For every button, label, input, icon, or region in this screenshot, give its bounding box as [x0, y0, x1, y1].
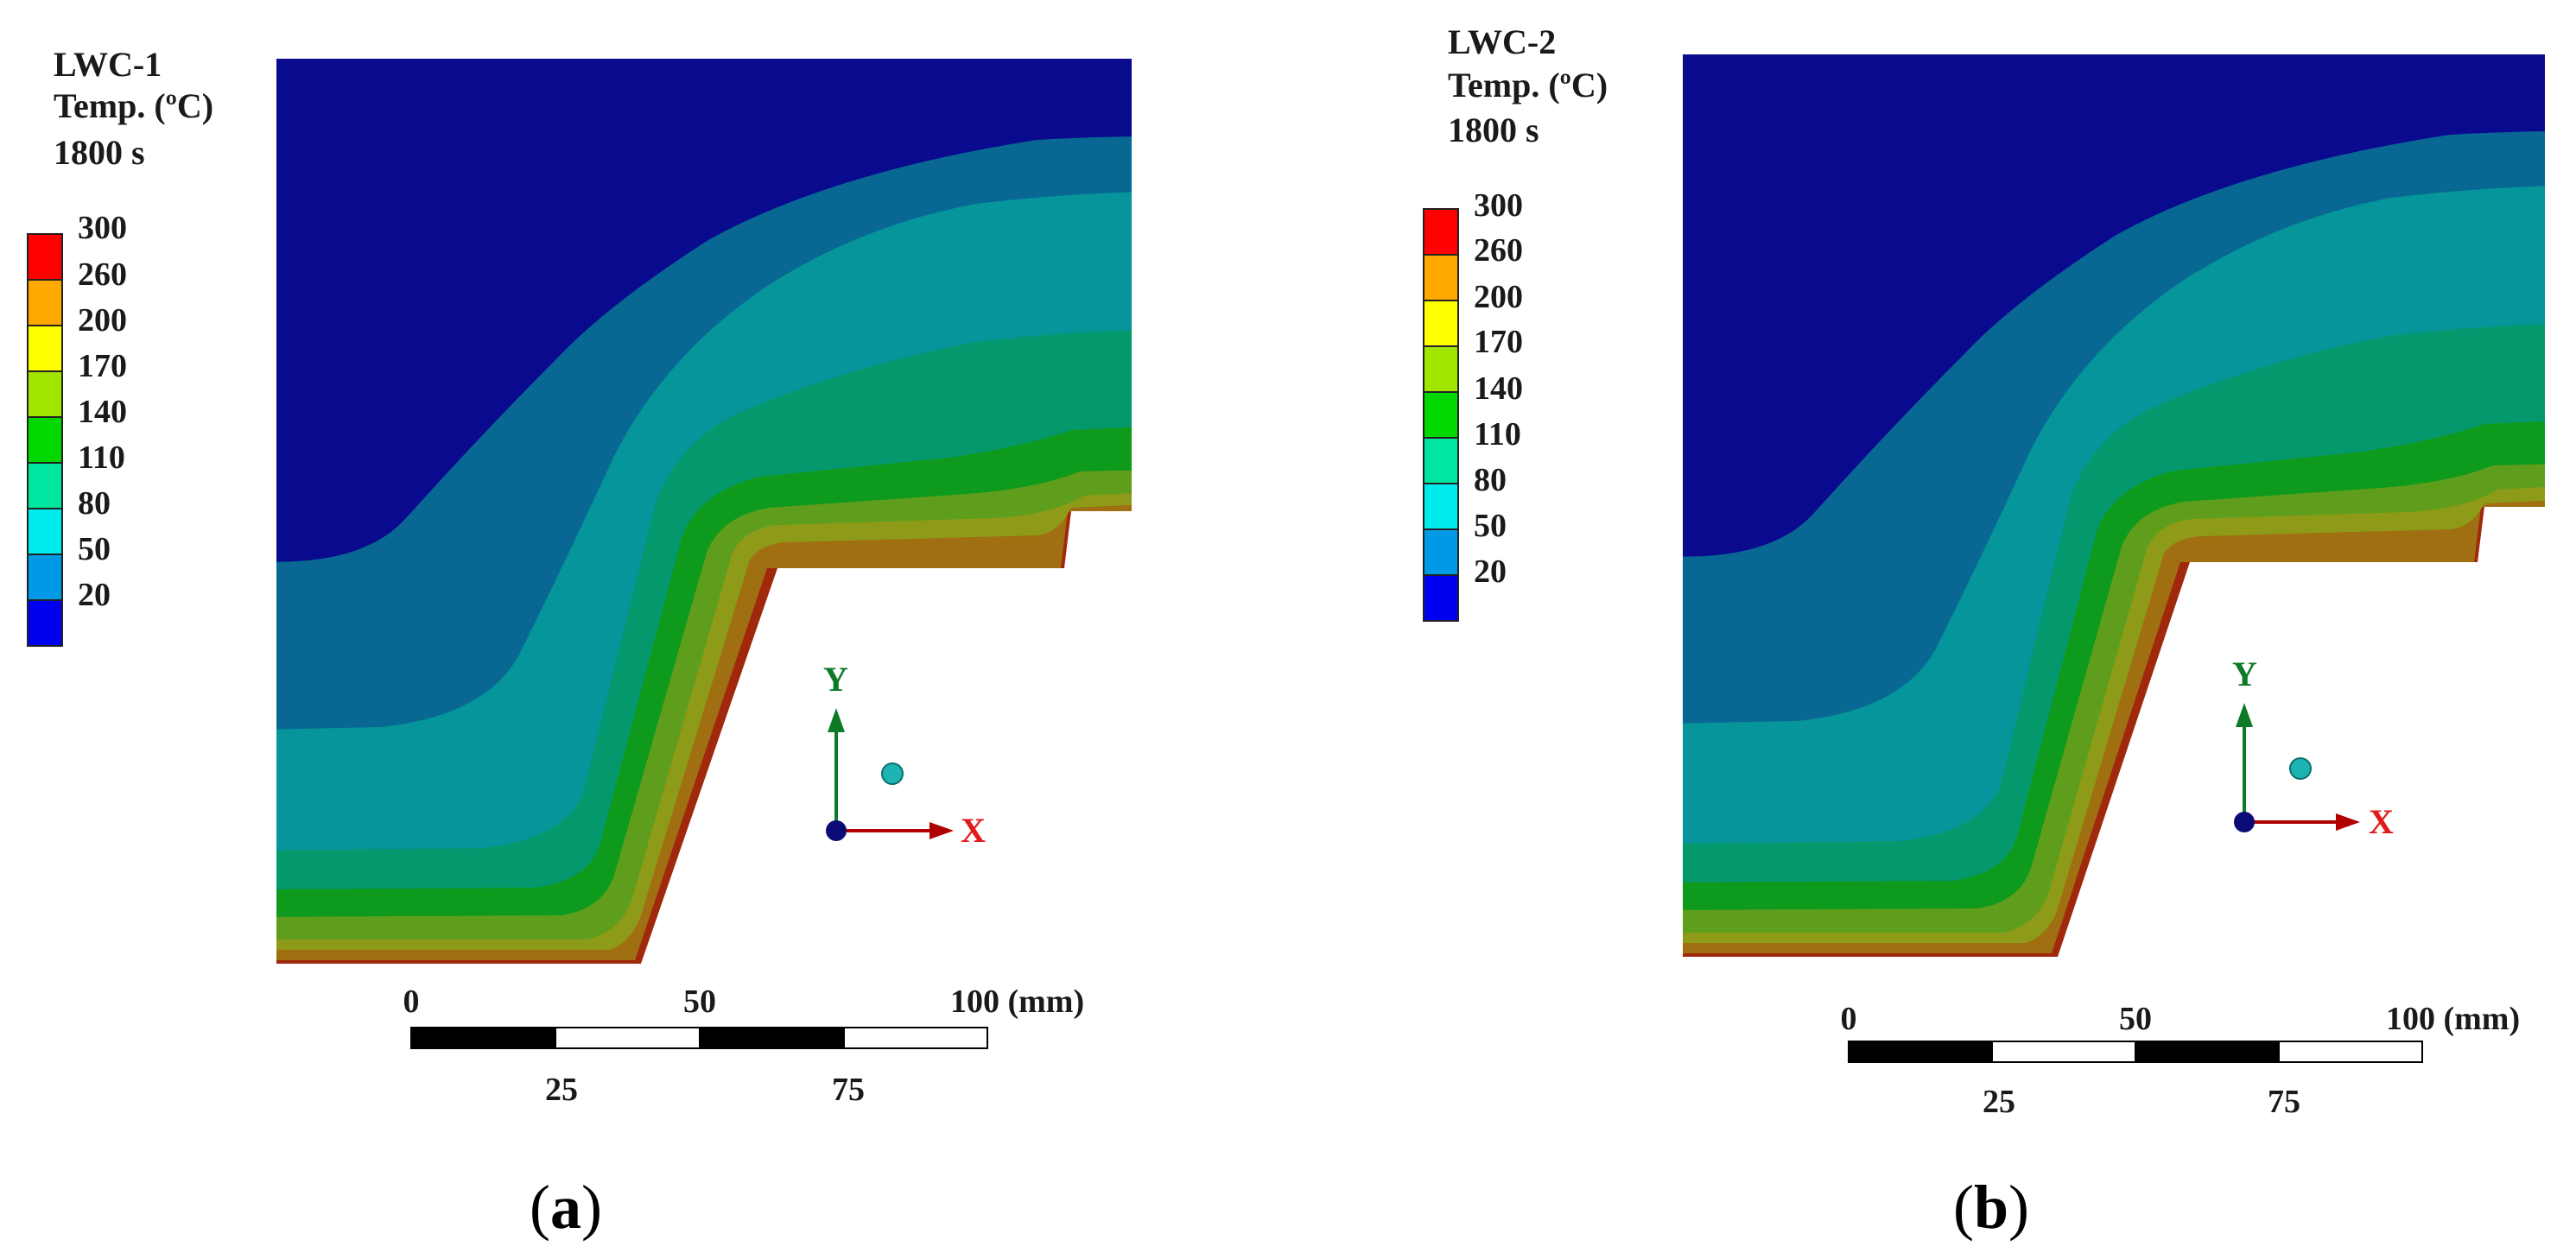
scale-bar-segment	[843, 1027, 988, 1049]
legend-value: 20	[1474, 554, 1507, 590]
scale-label-75: 75	[2268, 1084, 2300, 1120]
origin-marker	[2234, 812, 2255, 832]
legend-value: 50	[1474, 508, 1507, 544]
scale-bar-segment	[699, 1027, 845, 1049]
legend-swatch-50	[27, 554, 63, 601]
panel-caption-a: (a)	[530, 1173, 602, 1242]
scale-bar: 0 50 100 (mm) 25 75	[403, 984, 1085, 1108]
x-axis-arrowhead	[2336, 813, 2360, 831]
panel-b-header: LWC-2 Temp. (ºC) 1800 s	[1448, 22, 1608, 149]
legend-swatch-200	[1423, 300, 1459, 347]
scale-bar-segment	[2278, 1041, 2423, 1063]
time-label: 1800 s	[1448, 111, 1539, 149]
legend-swatch-20	[1423, 574, 1459, 622]
temperature-contour-plot	[1683, 54, 2545, 957]
legend-value: 260	[1474, 232, 1523, 269]
scale-label-50: 50	[2119, 1001, 2152, 1037]
legend-value: 200	[1474, 279, 1523, 315]
scale-label-25: 25	[1983, 1084, 2015, 1120]
legend-swatch-260	[27, 279, 63, 326]
temperature-contour-plot	[276, 59, 1132, 964]
scale-label-75: 75	[832, 1072, 865, 1108]
scale-label-0: 0	[1841, 1001, 1857, 1037]
y-axis-arrowhead	[2236, 703, 2253, 727]
legend-value: 260	[78, 256, 127, 293]
scale-bar-segment	[1848, 1041, 1993, 1063]
legend-value: 300	[78, 210, 127, 246]
panel-a: LWC-1 Temp. (ºC) 1800 s 300 260 200 170 …	[27, 45, 1132, 1242]
coordinate-triad: Y X	[2232, 655, 2394, 841]
sphere-marker	[881, 762, 904, 785]
y-axis-label: Y	[823, 660, 848, 699]
legend-swatch-170	[1423, 345, 1459, 393]
scale-label-0: 0	[403, 984, 420, 1020]
legend-swatch-300	[1423, 208, 1459, 256]
legend-swatch-80	[27, 508, 63, 555]
scale-label-25: 25	[545, 1072, 578, 1108]
coordinate-triad: Y X	[823, 660, 986, 850]
legend-swatch-110	[1423, 437, 1459, 484]
legend-value: 140	[78, 394, 127, 430]
quantity-label: Temp. (ºC)	[1448, 66, 1608, 104]
quantity-label: Temp. (ºC)	[54, 86, 213, 125]
sphere-marker	[2289, 757, 2312, 780]
legend-swatch-200	[27, 325, 63, 372]
legend-swatch-260	[1423, 254, 1459, 301]
origin-marker	[826, 820, 847, 841]
scale-label-100mm: 100 (mm)	[2386, 1001, 2520, 1037]
contour-band	[1683, 54, 2545, 557]
legend-swatch-80	[1423, 483, 1459, 530]
legend-value: 80	[78, 485, 111, 522]
contour-band	[276, 59, 1132, 562]
legend-swatch-140	[27, 416, 63, 464]
y-axis-arrowhead	[828, 708, 845, 732]
legend-swatch-170	[27, 370, 63, 418]
color-legend: 300 260 200 170 140 110 80 50 20	[1423, 187, 1523, 622]
legend-swatch-50	[1423, 528, 1459, 576]
legend-value: 80	[1474, 462, 1507, 498]
x-axis-label: X	[961, 811, 986, 850]
legend-value: 50	[78, 531, 111, 567]
scale-bar-segment	[2135, 1041, 2280, 1063]
y-axis-label: Y	[2232, 655, 2257, 693]
legend-value: 200	[78, 302, 127, 338]
specimen-label: LWC-1	[54, 45, 162, 84]
legend-value: 300	[1474, 187, 1523, 224]
x-axis-label: X	[2369, 802, 2394, 841]
color-legend: 300 260 200 170 140 110 80 50 20	[27, 210, 127, 647]
legend-value: 20	[78, 577, 111, 613]
legend-swatch-20	[27, 599, 63, 647]
scale-label-50: 50	[683, 984, 716, 1020]
legend-swatch-140	[1423, 391, 1459, 439]
legend-value: 170	[78, 348, 127, 384]
legend-value: 170	[1474, 324, 1523, 360]
panel-b: LWC-2 Temp. (ºC) 1800 s 300 260 200 170 …	[1423, 22, 2545, 1242]
scale-bar: 0 50 100 (mm) 25 75	[1841, 1001, 2521, 1120]
scale-bar-segment	[410, 1027, 556, 1049]
scale-bar-segment	[555, 1027, 701, 1049]
legend-value: 140	[1474, 370, 1523, 407]
legend-value: 110	[1474, 416, 1521, 452]
x-axis-arrowhead	[930, 822, 954, 839]
time-label: 1800 s	[54, 133, 145, 172]
specimen-label: LWC-2	[1448, 22, 1556, 61]
legend-value: 110	[78, 440, 125, 476]
scale-bar-segment	[1991, 1041, 2136, 1063]
panel-a-header: LWC-1 Temp. (ºC) 1800 s	[54, 45, 213, 172]
legend-swatch-300	[27, 233, 63, 281]
panel-caption-b: (b)	[1953, 1173, 2029, 1242]
legend-swatch-110	[27, 462, 63, 509]
scale-label-100mm: 100 (mm)	[950, 984, 1084, 1020]
